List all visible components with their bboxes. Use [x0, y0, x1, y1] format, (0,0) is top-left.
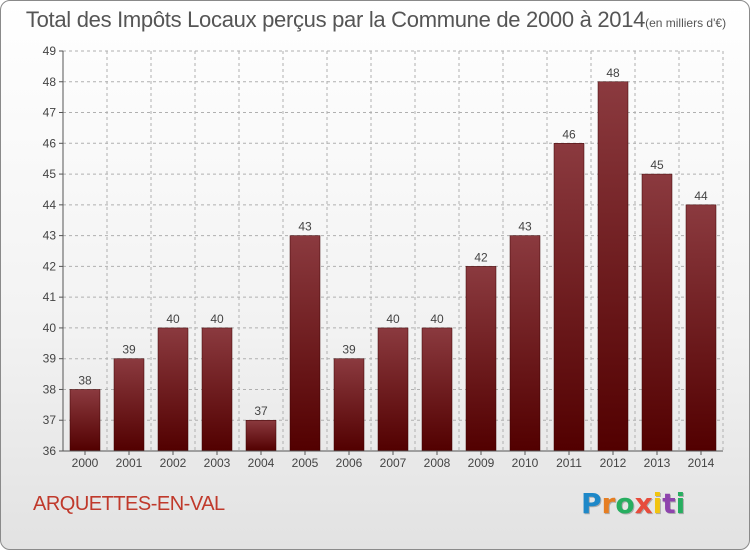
bar [289, 235, 321, 452]
bar-value-label: 48 [606, 66, 620, 80]
y-tick-label: 37 [43, 413, 57, 427]
x-tick-label: 2007 [380, 456, 407, 470]
x-tick-label: 2004 [248, 456, 275, 470]
y-tick-label: 40 [43, 321, 57, 335]
x-tick-label: 2009 [468, 456, 495, 470]
proxiti-logo: Proxiti [581, 487, 685, 520]
y-tick-label: 46 [43, 136, 57, 150]
logo-letter: r [601, 487, 616, 520]
bar [113, 358, 145, 452]
bar [465, 266, 497, 452]
bar [597, 81, 629, 452]
x-tick-label: 2011 [556, 456, 582, 470]
chart-title-text: Total des Impôts Locaux perçus par la Co… [25, 7, 646, 32]
bar-value-label: 45 [650, 158, 664, 172]
x-tick-label: 2010 [512, 456, 539, 470]
y-tick-label: 47 [43, 106, 57, 120]
x-tick-label: 2003 [204, 456, 231, 470]
bar [421, 327, 453, 452]
bars-layer: 38 39 40 40 37 43 39 40 40 42 43 46 48 45 44 [69, 66, 717, 452]
bar [245, 419, 277, 452]
bar-value-label: 43 [298, 220, 312, 234]
y-tick-label: 44 [43, 198, 57, 212]
bar-value-label: 44 [694, 189, 708, 203]
bar-value-label: 40 [430, 312, 444, 326]
bar [69, 389, 101, 452]
y-tick-label: 49 [43, 44, 57, 58]
x-tick-label: 2014 [688, 456, 715, 470]
x-tick-label: 2002 [160, 456, 187, 470]
bar-value-label: 46 [562, 127, 576, 141]
logo-letter: i [675, 487, 686, 520]
bar [157, 327, 189, 452]
bar-value-label: 40 [386, 312, 400, 326]
y-tick-label: 42 [43, 259, 57, 273]
y-tick-label: 41 [43, 290, 57, 304]
x-tick-label: 2005 [292, 456, 319, 470]
y-tick-label: 36 [43, 444, 57, 458]
logo-letter: o [615, 487, 635, 520]
x-tick-label: 2001 [116, 456, 143, 470]
bar-value-label: 40 [166, 312, 180, 326]
chart-title: Total des Impôts Locaux perçus par la Co… [1, 7, 749, 33]
y-tick-label: 43 [43, 229, 57, 243]
chart-unit: (en milliers d'€) [645, 16, 727, 30]
x-tick-label: 2006 [336, 456, 363, 470]
bar-value-label: 38 [78, 373, 92, 387]
bar-value-label: 43 [518, 220, 532, 234]
bar-value-label: 37 [254, 404, 268, 418]
logo-letter: P [581, 487, 602, 520]
x-tick-label: 2000 [72, 456, 99, 470]
commune-name: ARQUETTES-EN-VAL [33, 493, 225, 515]
y-tick-label: 48 [43, 75, 57, 89]
bar [377, 327, 409, 452]
bar-value-label: 39 [122, 343, 136, 357]
x-tick-label: 2013 [644, 456, 671, 470]
bar-value-label: 39 [342, 343, 356, 357]
bar [553, 143, 585, 452]
bar [201, 327, 233, 452]
bar-value-label: 40 [210, 312, 224, 326]
x-tick-label: 2012 [600, 456, 627, 470]
bar [641, 173, 673, 452]
bar [333, 358, 365, 452]
logo-letter: x [634, 487, 653, 520]
x-tick-label: 2008 [424, 456, 451, 470]
y-tick-label: 38 [43, 382, 57, 396]
bar [685, 204, 717, 452]
y-tick-label: 39 [43, 352, 57, 366]
logo-letter: t [662, 487, 676, 520]
logo-letter: i [652, 487, 663, 520]
y-tick-label: 45 [43, 167, 57, 181]
bar-value-label: 42 [474, 250, 488, 264]
bar [509, 235, 541, 452]
axis-layer: 36 37 38 39 40 41 42 43 44 45 46 47 48 49 2000 2001 2002… [43, 44, 723, 470]
